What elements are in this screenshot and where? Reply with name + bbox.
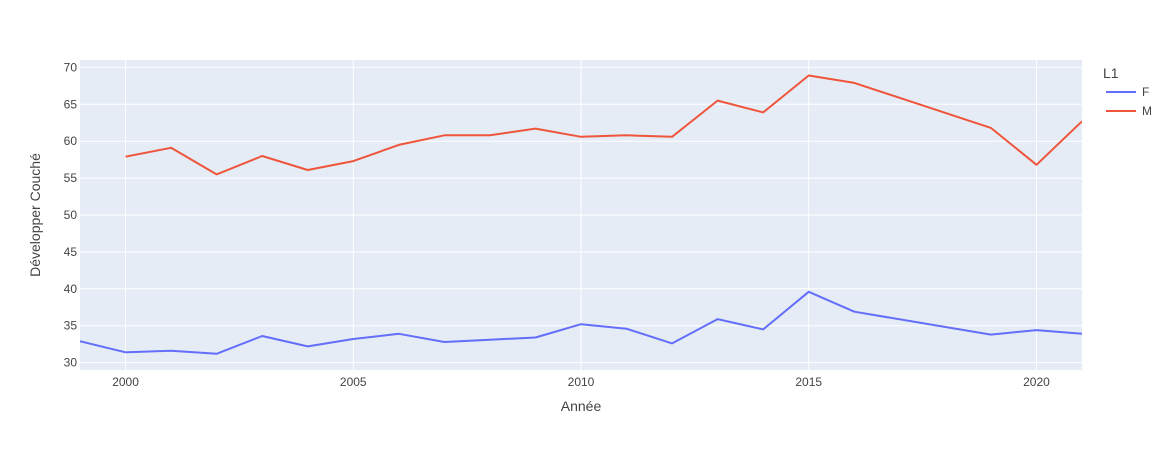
y-tick-label: 35: [64, 319, 78, 333]
legend-label-m: M: [1142, 104, 1152, 118]
series-line-m: [125, 74, 1082, 176]
y-tick-label: 45: [64, 245, 78, 259]
legend-title: L1: [1103, 65, 1119, 81]
x-tick-label: 2015: [795, 375, 822, 389]
x-tick-label: 2020: [1023, 375, 1050, 389]
series-lines: [80, 74, 1082, 355]
y-tick-label: 65: [64, 97, 78, 111]
x-tick-label: 2000: [112, 375, 139, 389]
x-axis-title: Année: [561, 398, 602, 414]
y-axis-ticks: 30 35 40 45 50 55 60 65 70: [64, 60, 78, 369]
legend-item-f[interactable]: F: [1106, 85, 1149, 99]
grid: [80, 60, 1082, 370]
legend[interactable]: L1 F M: [1103, 65, 1152, 118]
y-tick-label: 60: [64, 134, 78, 148]
y-tick-label: 50: [64, 208, 78, 222]
y-tick-label: 55: [64, 171, 78, 185]
y-tick-label: 70: [64, 60, 78, 74]
x-tick-label: 2005: [340, 375, 367, 389]
x-axis-ticks: 2000 2005 2010 2015 2020: [112, 375, 1050, 389]
x-tick-label: 2010: [568, 375, 595, 389]
legend-label-f: F: [1142, 85, 1149, 99]
series-line-f: [80, 290, 1082, 355]
y-tick-label: 40: [64, 282, 78, 296]
y-tick-label: 30: [64, 356, 78, 370]
legend-item-m[interactable]: M: [1106, 104, 1152, 118]
y-axis-title: Développer Couché: [27, 153, 43, 277]
